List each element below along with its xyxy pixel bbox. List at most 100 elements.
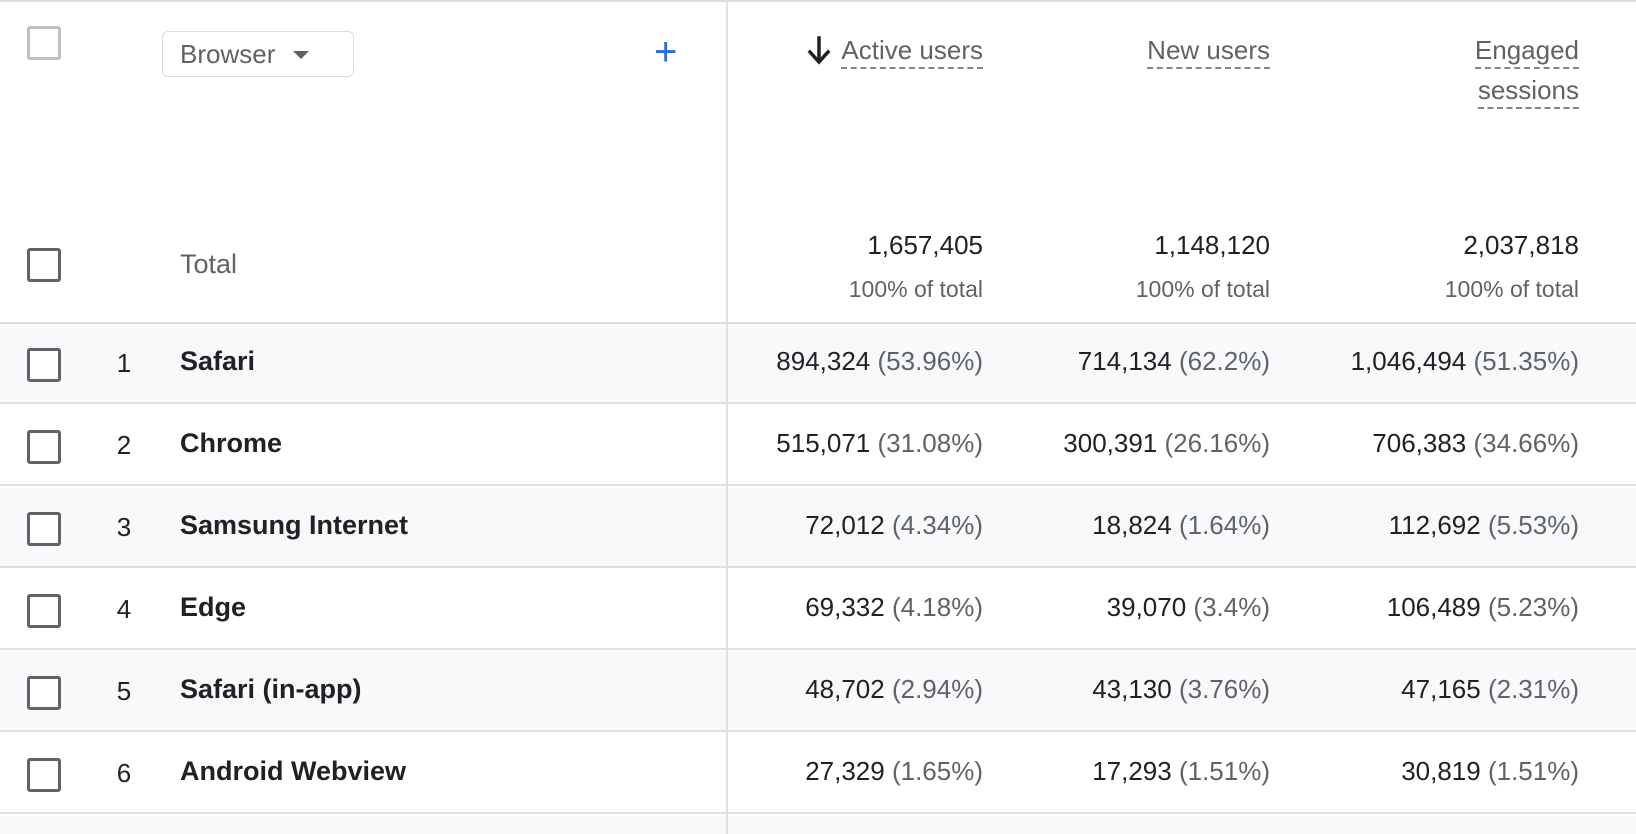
row-divider	[0, 812, 1636, 814]
column-header-new-users[interactable]: New users	[1147, 30, 1270, 70]
row-rank: 2	[116, 430, 132, 460]
cell-percent: (3.76%)	[1178, 674, 1270, 704]
cell-active-users: 48,702 (2.94%)	[805, 674, 983, 705]
table-top-border	[0, 0, 1636, 2]
cell-value: 894,324	[776, 346, 871, 376]
cell-value: 515,071	[776, 428, 871, 458]
cell-value: 48,702	[805, 674, 885, 704]
dimension-select-label: Browser	[180, 38, 276, 69]
cell-new-users: 300,391 (26.16%)	[1063, 428, 1270, 459]
cell-engaged-sessions: 106,489 (5.23%)	[1387, 592, 1579, 623]
cell-active-users: 69,332 (4.18%)	[805, 592, 983, 623]
column-header-active-users[interactable]: Active users	[807, 30, 983, 76]
row-browser-name: Safari	[180, 346, 256, 376]
cell-new-users: 17,293 (1.51%)	[1092, 756, 1270, 787]
row-checkbox[interactable]	[27, 430, 61, 464]
cell-active-users: 894,324 (53.96%)	[776, 346, 983, 377]
cell-value: 18,824	[1092, 510, 1172, 540]
cell-value: 1,046,494	[1350, 346, 1467, 376]
cell-value: 39,070	[1106, 592, 1187, 622]
row-rank: 5	[116, 676, 132, 706]
cell-percent: (26.16%)	[1164, 428, 1271, 458]
cell-percent: (34.66%)	[1473, 428, 1580, 458]
cell-active-users: 27,329 (1.65%)	[805, 756, 983, 787]
total-label: Total	[180, 249, 238, 279]
table-row[interactable]: 4 Edge 69,332 (4.18%) 39,070 (3.4%) 106,…	[0, 570, 1636, 650]
cell-value: 300,391	[1063, 428, 1158, 458]
dimension-select[interactable]: Browser	[162, 31, 354, 77]
cell-percent: (5.53%)	[1487, 510, 1579, 540]
total-row-checkbox[interactable]	[27, 248, 61, 282]
row-divider	[0, 402, 1636, 404]
row-checkbox[interactable]	[27, 758, 61, 792]
cell-percent: (1.64%)	[1178, 510, 1270, 540]
table-row[interactable]: 5 Safari (in-app) 48,702 (2.94%) 43,130 …	[0, 652, 1636, 732]
table-row[interactable]: 6 Android Webview 27,329 (1.65%) 17,293 …	[0, 734, 1636, 814]
header-divider	[0, 322, 1636, 324]
cell-new-users: 714,134 (62.2%)	[1078, 346, 1270, 377]
total-active-users: 1,657,405	[867, 230, 983, 260]
column-header-label: New users	[1147, 35, 1270, 69]
column-header-label-line2: sessions	[1477, 75, 1579, 109]
cell-engaged-sessions: 1,046,494 (51.35%)	[1351, 346, 1579, 377]
row-rank: 4	[116, 594, 132, 624]
add-dimension-button[interactable]: +	[654, 30, 678, 74]
column-header-engaged-sessions[interactable]: Engaged sessions	[1474, 30, 1579, 110]
cell-value: 69,332	[805, 592, 885, 622]
cell-value: 706,383	[1372, 428, 1467, 458]
select-all-checkbox[interactable]	[27, 26, 61, 60]
cell-percent: (1.51%)	[1178, 756, 1270, 786]
row-checkbox[interactable]	[27, 594, 61, 628]
cell-value: 72,012	[805, 510, 885, 540]
cell-value: 27,329	[805, 756, 885, 786]
row-divider	[0, 648, 1636, 650]
cell-value: 30,819	[1401, 756, 1481, 786]
total-engaged-sessions-pct: 100% of total	[1444, 276, 1579, 302]
cell-new-users: 18,824 (1.64%)	[1092, 510, 1270, 541]
cell-value: 43,130	[1092, 674, 1172, 704]
row-rank: 1	[116, 348, 132, 378]
cell-new-users: 43,130 (3.76%)	[1092, 674, 1270, 705]
cell-percent: (3.4%)	[1193, 592, 1270, 622]
sort-descending-arrow-icon	[807, 35, 831, 76]
cell-engaged-sessions: 112,692 (5.53%)	[1389, 510, 1579, 541]
total-engaged-sessions: 2,037,818	[1463, 230, 1579, 260]
cell-percent: (31.08%)	[877, 428, 984, 458]
cell-value: 17,293	[1092, 756, 1172, 786]
table-row[interactable]: 2 Chrome 515,071 (31.08%) 300,391 (26.16…	[0, 406, 1636, 486]
row-browser-name: Safari (in-app)	[180, 674, 362, 704]
table-header: Browser + Active users New users Engaged…	[0, 2, 1636, 322]
total-new-users-pct: 100% of total	[1135, 276, 1270, 302]
row-checkbox[interactable]	[27, 676, 61, 710]
row-checkbox[interactable]	[27, 512, 61, 546]
cell-percent: (1.65%)	[891, 756, 983, 786]
column-header-label-line1: Engaged	[1474, 35, 1579, 69]
cell-percent: (1.51%)	[1487, 756, 1579, 786]
row-browser-name: Samsung Internet	[180, 510, 409, 540]
cell-percent: (53.96%)	[877, 346, 984, 376]
total-new-users: 1,148,120	[1154, 230, 1270, 260]
cell-value: 106,489	[1386, 592, 1481, 622]
cell-percent: (2.94%)	[891, 674, 983, 704]
cell-engaged-sessions: 47,165 (2.31%)	[1401, 674, 1579, 705]
cell-percent: (51.35%)	[1473, 346, 1580, 376]
row-browser-name: Chrome	[180, 428, 283, 458]
caret-down-icon	[293, 51, 310, 59]
column-header-label: Active users	[841, 35, 983, 69]
dimension-metric-divider	[726, 0, 728, 834]
row-divider	[0, 484, 1636, 486]
cell-engaged-sessions: 30,819 (1.51%)	[1401, 756, 1579, 787]
cell-percent: (4.34%)	[891, 510, 983, 540]
cell-percent: (2.31%)	[1487, 674, 1579, 704]
row-browser-name: Edge	[180, 592, 247, 622]
row-divider	[0, 566, 1636, 568]
row-rank: 3	[116, 512, 132, 542]
cell-percent: (5.23%)	[1487, 592, 1579, 622]
table-row[interactable]: 3 Samsung Internet 72,012 (4.34%) 18,824…	[0, 488, 1636, 568]
cell-new-users: 39,070 (3.4%)	[1107, 592, 1270, 623]
table-row[interactable]: 1 Safari 894,324 (53.96%) 714,134 (62.2%…	[0, 324, 1636, 404]
row-checkbox[interactable]	[27, 348, 61, 382]
cell-active-users: 515,071 (31.08%)	[776, 428, 983, 459]
cell-value: 112,692	[1388, 510, 1481, 540]
